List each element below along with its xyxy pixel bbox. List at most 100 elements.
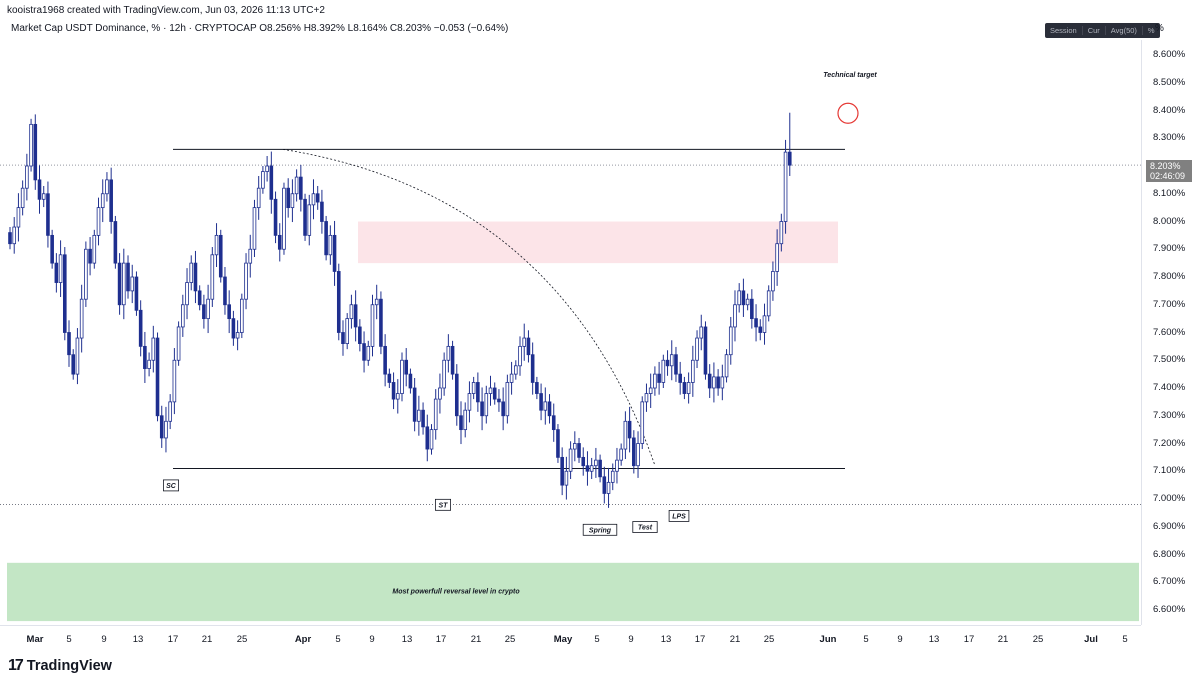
annotation-box	[162, 479, 179, 492]
candle-body	[277, 234, 282, 250]
price-tick-label: 8.600%	[1153, 49, 1186, 60]
candle-body	[615, 459, 619, 472]
candle	[353, 290, 358, 342]
candle-body	[50, 234, 54, 264]
candle	[480, 387, 484, 431]
candle-body	[202, 304, 206, 320]
candle-body	[644, 393, 649, 403]
scale-toolbar[interactable]: Session Cur Avg(50)%	[1045, 23, 1160, 38]
toolbar-avg-50-button[interactable]: Avg(50)	[1106, 26, 1143, 35]
candle-body	[299, 176, 303, 200]
candle-body	[674, 354, 678, 375]
candle	[707, 364, 712, 398]
candle	[122, 248, 126, 320]
candle	[328, 225, 333, 265]
price-chart[interactable]: SC ST Spring Test LPS Technical target Most po…	[0, 40, 1141, 625]
candle-body	[387, 373, 392, 383]
candle-body	[547, 401, 552, 417]
resistance-zone	[358, 221, 838, 264]
toolbar--button[interactable]: %	[1147, 26, 1155, 35]
candle	[100, 179, 105, 223]
annotation-box	[434, 498, 451, 511]
price-scale[interactable]: 8.600%8.500%8.400%8.300%8.200%8.100%8.00…	[1141, 40, 1200, 625]
candle-body	[113, 221, 118, 264]
candle-body	[454, 373, 459, 417]
candle	[341, 320, 345, 356]
candle	[505, 374, 510, 424]
price-tick-label: 7.400%	[1153, 382, 1186, 393]
candle-body	[96, 207, 101, 236]
annotation-label: LPS	[672, 513, 686, 520]
candle	[20, 180, 25, 216]
candle	[134, 271, 139, 316]
candle	[117, 253, 122, 315]
candle	[197, 285, 202, 311]
tradingview-logo[interactable]: 17 TradingView	[8, 657, 112, 675]
candle-body	[433, 398, 438, 431]
annotation-box	[582, 523, 618, 536]
candle	[303, 193, 307, 241]
candle-body	[155, 337, 160, 417]
candle-body	[214, 234, 219, 256]
candle	[37, 165, 42, 214]
candle-body	[712, 376, 716, 389]
candle	[294, 169, 299, 202]
candle-body	[210, 254, 215, 300]
candle	[556, 424, 560, 463]
candle	[691, 345, 695, 397]
technical-target-circle	[837, 102, 859, 124]
symbol-info-line[interactable]: Market Cap USDT Dominance, % · 12h · CRY…	[11, 23, 509, 34]
candle-body	[8, 232, 12, 245]
time-tick-day: 13	[660, 634, 672, 645]
candle	[581, 447, 586, 476]
candle	[273, 191, 278, 244]
candle	[324, 215, 328, 261]
candle-body	[750, 298, 754, 320]
candle-body	[412, 387, 417, 422]
candle	[374, 284, 379, 320]
price-tick-label: 7.500%	[1153, 354, 1186, 366]
candle	[648, 373, 653, 408]
candle	[155, 332, 160, 422]
candle-body	[366, 345, 371, 361]
candle	[96, 197, 101, 246]
candle	[783, 139, 788, 234]
last-price-value: 8.203%	[1150, 161, 1181, 171]
candle	[256, 175, 261, 220]
annotation-spring: Spring	[582, 523, 618, 536]
price-tick-label: 6.700%	[1153, 576, 1186, 588]
toolbar-cur-button[interactable]: Cur	[1083, 26, 1106, 35]
price-tick-label: 8.500%	[1153, 76, 1186, 88]
time-tick-day: 9	[897, 634, 903, 645]
candle	[307, 194, 312, 246]
candle-body	[290, 193, 295, 209]
candle	[181, 294, 185, 337]
candle	[598, 454, 602, 483]
candle	[227, 290, 231, 334]
candle-body	[159, 415, 164, 439]
price-tick-label: 6.900%	[1153, 520, 1186, 532]
candle-body	[577, 443, 581, 458]
percent-scale-label[interactable]: %	[1155, 23, 1164, 34]
toolbar-session-button[interactable]: Session	[1045, 26, 1083, 35]
candle	[425, 414, 430, 462]
candle-body	[122, 262, 126, 306]
candle	[741, 278, 746, 317]
candle	[421, 402, 425, 435]
annotation-test: Test	[632, 521, 658, 533]
candle	[223, 267, 227, 315]
candle	[526, 330, 531, 363]
candle	[387, 368, 392, 388]
candle-body	[311, 193, 316, 206]
candle-body	[223, 276, 227, 306]
candle	[58, 240, 63, 297]
candle-body	[16, 207, 21, 228]
candle-body	[741, 290, 746, 306]
candle-body	[564, 470, 569, 486]
candle-body	[682, 382, 687, 394]
time-scale[interactable]: Mar 5 9 13 17 21 25 Apr 5 9 13 17 21 25 May 5 9 13 17 21 25 J…	[0, 625, 1141, 648]
candle-body	[370, 304, 375, 347]
candle	[16, 193, 21, 242]
candle-body	[560, 456, 564, 486]
candle	[349, 294, 354, 329]
